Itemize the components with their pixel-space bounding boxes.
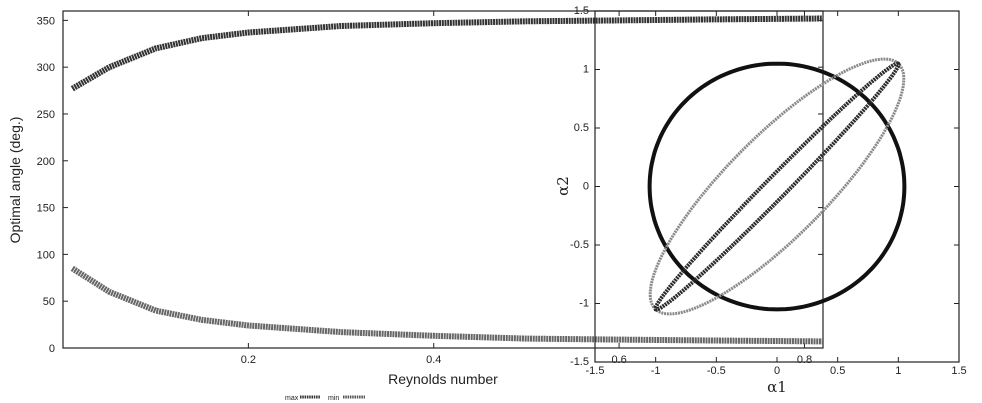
- series-line-max: [70, 15, 824, 92]
- right-xtick-label: -0.5: [707, 365, 726, 377]
- left-ytick-label: 100: [37, 249, 55, 261]
- right-ytick-label: 1: [583, 64, 589, 76]
- left-xlabel: Reynolds number: [388, 371, 498, 387]
- legend-label-min: min: [328, 395, 339, 402]
- series-ellipse-2: [653, 61, 901, 312]
- right-ytick-label: -1: [579, 298, 589, 310]
- series-line-min: [70, 265, 824, 345]
- left-xtick-label: 0.2: [241, 354, 256, 366]
- right-ytick-label: -0.5: [570, 239, 589, 251]
- right-xtick-label: 0: [774, 365, 780, 377]
- left-ytick-label: 200: [37, 156, 55, 168]
- left-ytick-label: 0: [49, 343, 55, 355]
- left-plot-frame: [62, 10, 824, 349]
- left-xtick-label: 0.6: [611, 354, 626, 366]
- right-xtick-label: 1: [895, 365, 901, 377]
- right-chart: α1 α2 -1.5 -1 -0.5 0 0.5 1 1.5 -1.5 -1 -0.5 0 0.5 1 1…: [554, 5, 967, 396]
- right-xtick-label: -1: [651, 365, 661, 377]
- left-legend: max min: [285, 395, 365, 402]
- right-xtick-label: 1.5: [951, 365, 966, 377]
- right-xtick-label: 0.5: [830, 365, 845, 377]
- right-series: [647, 57, 907, 316]
- right-xtick-label: -1.5: [586, 365, 605, 377]
- left-ylabel: Optimal angle (deg.): [7, 117, 23, 244]
- right-ytick-label: 0: [583, 181, 589, 193]
- left-series: [70, 15, 824, 345]
- legend-label-max: max: [285, 395, 299, 402]
- left-ytick-label: 150: [37, 203, 55, 215]
- right-ylabel: α2: [554, 176, 572, 196]
- left-xtick-label: 0.8: [797, 354, 812, 366]
- right-ytick-label: 0.5: [574, 122, 589, 134]
- series-circle-0: [647, 61, 907, 312]
- left-ytick-label: 350: [37, 15, 55, 27]
- right-ytick-label: 1.5: [574, 5, 589, 17]
- left-ticks: 0 50 100 150 200 250 300 350 0.2 0.4 0.6 0.8: [37, 11, 823, 366]
- right-ticks: -1.5 -1 -0.5 0 0.5 1 1.5 -1.5 -1 -0.5 0 0.5 1 1.5: [570, 5, 967, 377]
- left-ytick-label: 50: [43, 296, 55, 308]
- left-xtick-label: 0.4: [426, 354, 441, 366]
- left-ytick-label: 250: [37, 109, 55, 121]
- left-chart: Reynolds number Optimal angle (deg.) 0 50…: [7, 10, 824, 402]
- right-xlabel: α1: [767, 378, 787, 396]
- left-ytick-label: 300: [37, 62, 55, 74]
- right-ytick-label: -1.5: [570, 356, 589, 368]
